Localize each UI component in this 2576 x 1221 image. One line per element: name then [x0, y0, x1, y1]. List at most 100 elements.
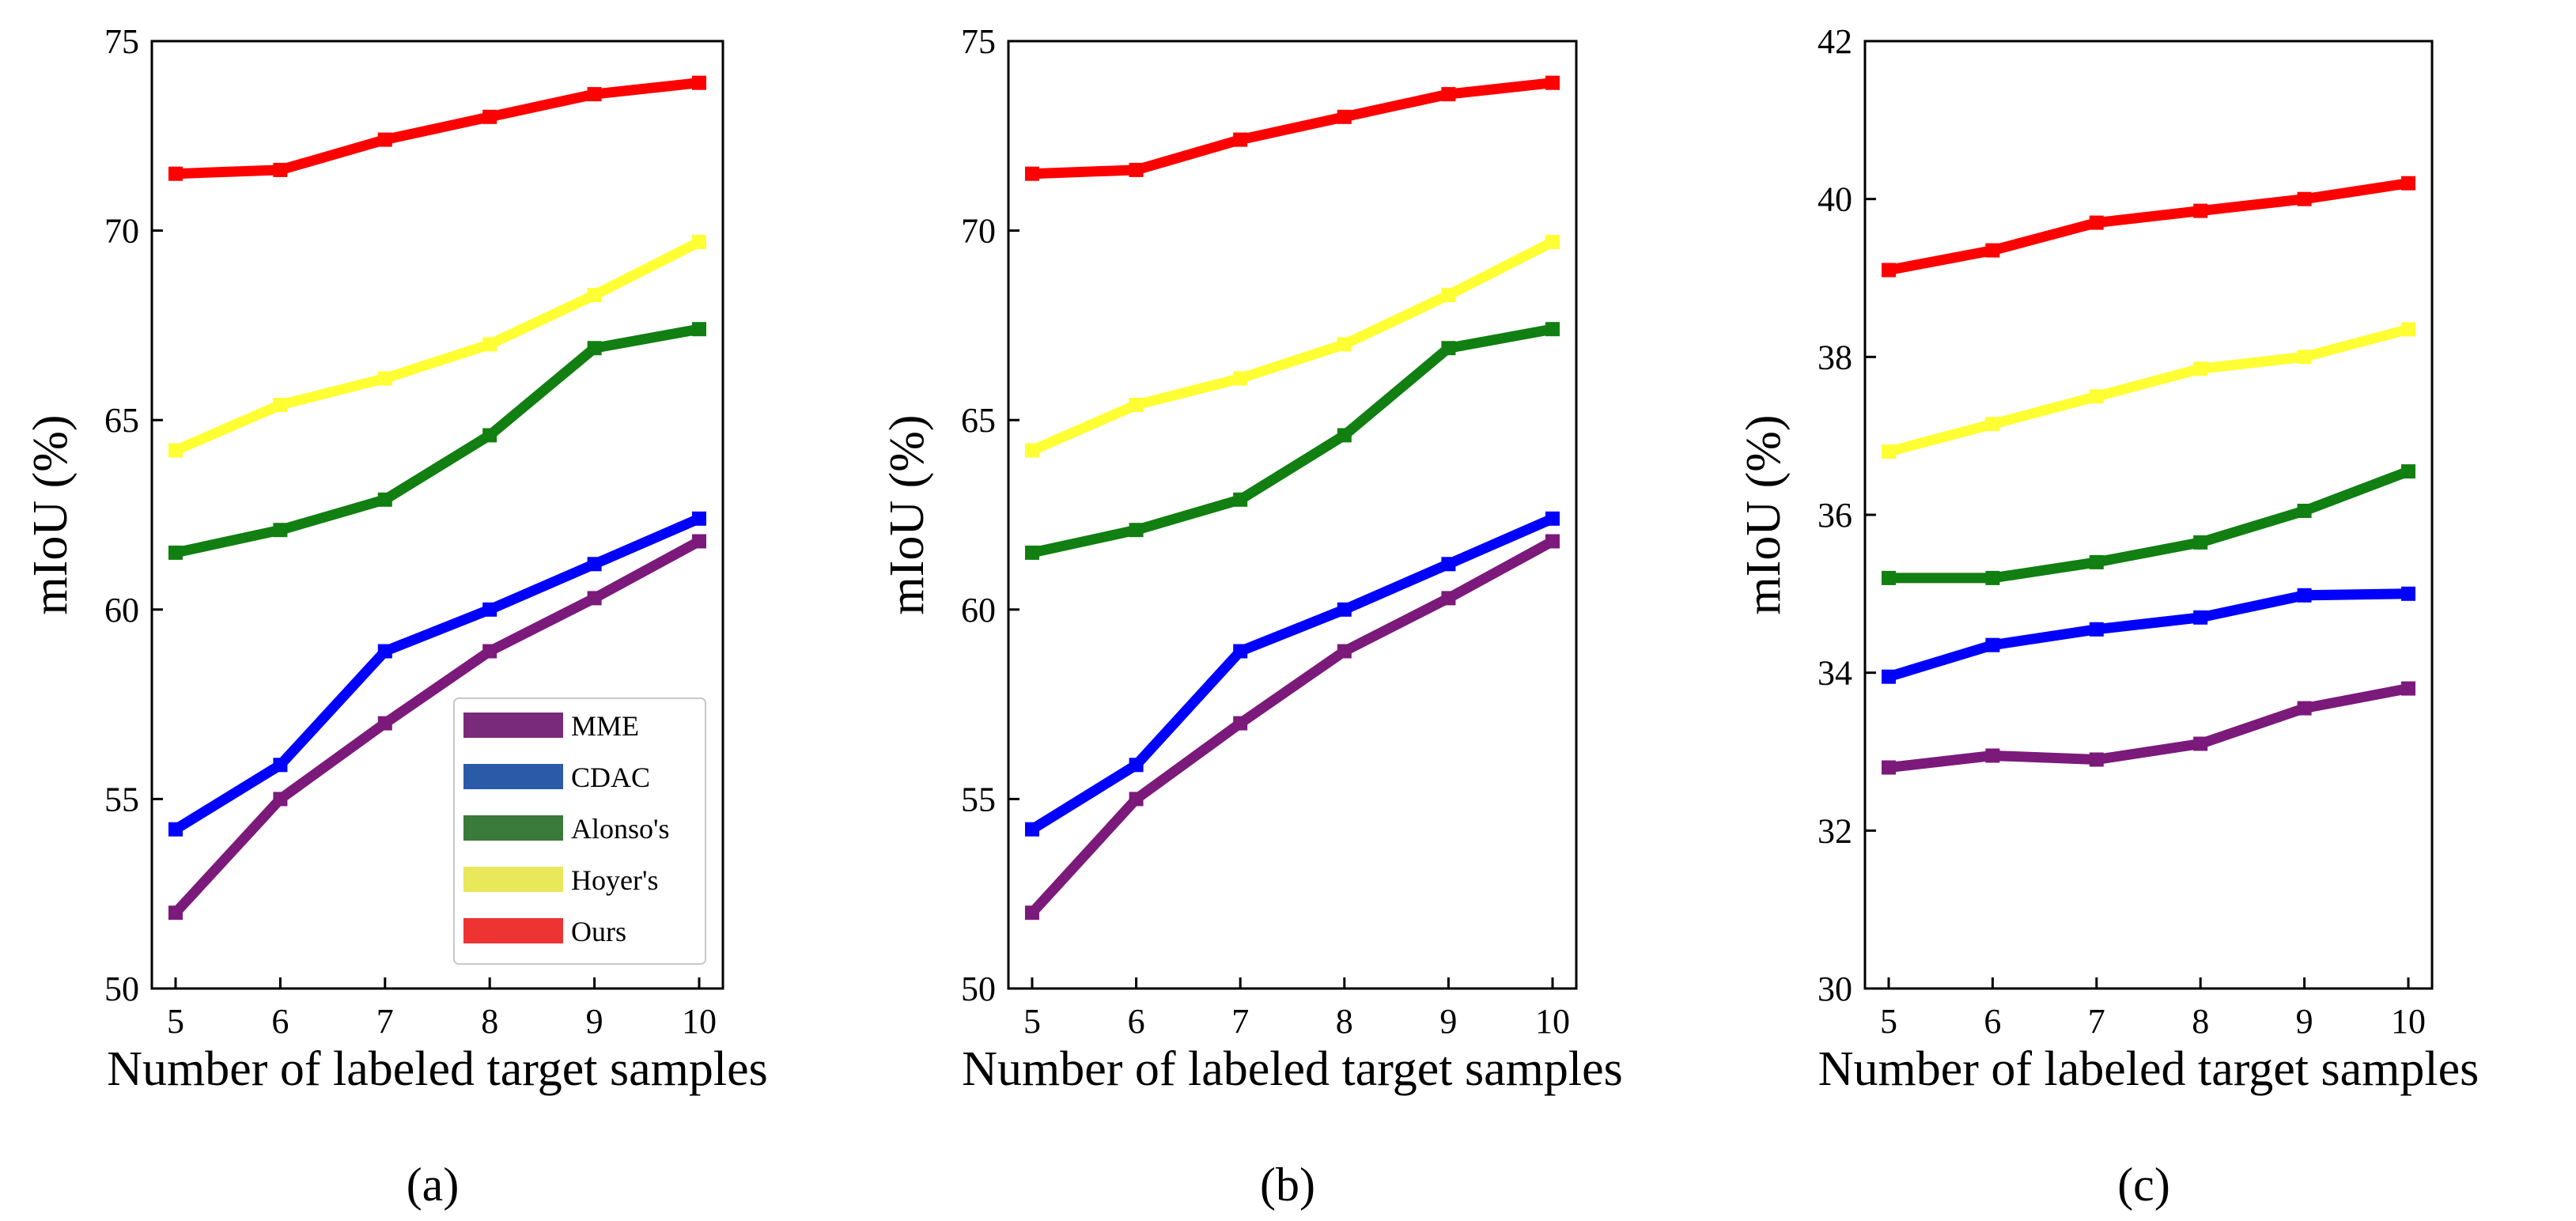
data-point-mme — [1233, 716, 1248, 731]
x-tick-label: 5 — [167, 1002, 184, 1041]
legend-label-mme: MME — [571, 710, 639, 742]
data-point-ours — [1985, 243, 2000, 258]
data-point-mme — [1441, 591, 1456, 606]
data-point-hoyer-s — [273, 398, 288, 412]
data-point-mme — [168, 905, 183, 920]
legend-label-ours: Ours — [571, 916, 626, 947]
data-point-mme — [273, 792, 288, 807]
data-point-ours — [2297, 191, 2312, 206]
series-line-mme — [1888, 683, 2410, 773]
y-tick-label: 40 — [1818, 180, 1852, 219]
data-point-ours — [1233, 132, 1248, 147]
data-point-hoyer-s — [2193, 361, 2208, 376]
x-tick-label: 9 — [2296, 1002, 2313, 1041]
data-point-ours — [168, 166, 183, 181]
panel-caption: (b) — [1260, 1159, 1315, 1211]
data-point-ours — [273, 162, 288, 177]
y-axis-title: mIoU (%) — [1737, 414, 1791, 614]
data-point-mme — [2089, 752, 2104, 767]
data-point-mme — [1337, 644, 1352, 659]
data-point-cdac — [1882, 669, 1896, 684]
data-point-mme — [1545, 534, 1560, 549]
legend-label-alonso-s: Alonso's — [571, 813, 670, 845]
x-tick-label: 7 — [1231, 1002, 1249, 1041]
data-point-ours — [1129, 162, 1144, 177]
data-point-ours — [2401, 176, 2415, 191]
x-tick-label: 10 — [2391, 1002, 2426, 1041]
data-point-hoyer-s — [1985, 417, 2000, 432]
data-point-hoyer-s — [2297, 350, 2312, 365]
plot-frame — [1863, 40, 2434, 990]
data-point-ours — [1882, 263, 1896, 278]
series-line-hoyer-s — [173, 237, 702, 456]
data-point-cdac — [692, 511, 706, 526]
y-tick-label: 50 — [961, 970, 996, 1008]
y-tick-label: 42 — [1818, 22, 1852, 61]
data-point-alonso-s — [692, 322, 706, 337]
series-line-alonso-s — [1889, 467, 2411, 584]
series-line-ours — [175, 77, 700, 180]
data-point-cdac — [1337, 602, 1352, 617]
x-tick-label: 10 — [682, 1002, 717, 1041]
data-point-ours — [377, 132, 392, 147]
data-point-alonso-s — [2193, 535, 2208, 550]
data-point-hoyer-s — [1337, 337, 1352, 352]
series-line-hoyer-s — [1887, 324, 2410, 457]
data-point-ours — [2089, 215, 2104, 230]
data-point-ours — [1337, 109, 1352, 124]
data-point-alonso-s — [482, 428, 497, 443]
data-point-cdac — [1233, 644, 1248, 659]
y-tick-label: 55 — [961, 780, 996, 818]
data-point-alonso-s — [168, 545, 183, 560]
series-line-ours — [1031, 77, 1553, 180]
data-point-alonso-s — [1129, 523, 1144, 538]
y-tick-label: 30 — [1818, 970, 1852, 1008]
data-point-cdac — [1985, 637, 2000, 652]
x-tick-label: 8 — [481, 1002, 498, 1041]
series-line-cdac — [1029, 513, 1555, 834]
data-point-mme — [1025, 905, 1039, 920]
data-point-alonso-s — [1882, 570, 1896, 585]
data-point-alonso-s — [2089, 554, 2104, 569]
x-tick-label: 9 — [1439, 1002, 1457, 1041]
data-point-cdac — [482, 602, 497, 617]
data-point-hoyer-s — [1545, 235, 1560, 249]
data-point-hoyer-s — [692, 235, 706, 249]
x-tick-label: 9 — [586, 1002, 603, 1041]
data-point-alonso-s — [1025, 545, 1039, 560]
legend-label-cdac: CDAC — [571, 762, 650, 793]
data-point-ours — [587, 87, 602, 102]
data-point-alonso-s — [587, 341, 602, 356]
series-line-mme — [172, 536, 702, 917]
series-line-alonso-s — [1031, 323, 1554, 558]
data-point-mme — [692, 534, 706, 549]
data-point-cdac — [1545, 511, 1560, 526]
x-tick-label: 8 — [2192, 1002, 2209, 1041]
panel-caption: (c) — [2117, 1159, 2170, 1211]
data-point-cdac — [2193, 610, 2208, 625]
plot-frame — [1007, 40, 1578, 990]
data-point-ours — [1025, 166, 1039, 181]
data-point-mme — [482, 644, 497, 659]
data-point-ours — [692, 75, 706, 90]
y-axis-title: mIoU (%) — [880, 414, 934, 614]
plot-frame — [150, 40, 724, 990]
data-point-alonso-s — [377, 492, 392, 507]
x-axis-title: Number of labeled target samples — [1818, 1042, 2480, 1096]
data-point-hoyer-s — [1882, 444, 1896, 459]
series-line-hoyer-s — [1030, 237, 1555, 456]
data-point-alonso-s — [273, 523, 288, 538]
data-point-mme — [2193, 736, 2208, 751]
data-point-cdac — [273, 758, 288, 773]
data-point-mme — [1129, 792, 1144, 807]
data-point-hoyer-s — [1441, 288, 1456, 303]
legend-swatch-alonso-s — [463, 815, 563, 841]
data-point-hoyer-s — [482, 337, 497, 352]
data-point-ours — [1441, 87, 1456, 102]
data-point-cdac — [1441, 557, 1456, 572]
series-line-alonso-s — [174, 323, 701, 558]
series-line-ours — [1887, 178, 2409, 275]
y-tick-label: 38 — [1818, 338, 1852, 376]
